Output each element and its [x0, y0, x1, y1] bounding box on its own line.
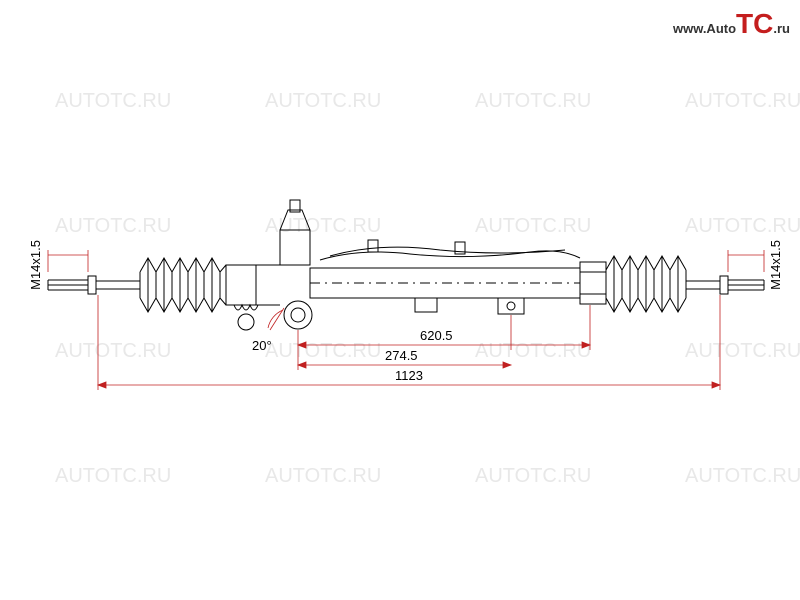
watermark: AUTOTC.RU	[685, 465, 800, 488]
watermark: AUTOTC.RU	[265, 465, 381, 488]
thread-left-label: M14x1.5	[28, 240, 43, 290]
thread-right-label: M14x1.5	[768, 240, 783, 290]
site-logo: www.AutoTC.ru	[673, 8, 790, 40]
dim-1123: 1123	[395, 368, 423, 383]
dim-274: 274.5	[385, 348, 418, 363]
steering-rack-diagram: M14x1.5 M14x1.5 20° 620.5 274.5 1123	[20, 180, 780, 420]
dim-620: 620.5	[420, 328, 453, 343]
logo-domain: .ru	[773, 21, 790, 36]
logo-url: www.Auto	[673, 21, 736, 36]
watermark: AUTOTC.RU	[55, 90, 171, 113]
logo-tc: TC	[736, 8, 773, 39]
diagram-svg	[20, 180, 780, 420]
watermark: AUTOTC.RU	[475, 90, 591, 113]
watermark: AUTOTC.RU	[475, 465, 591, 488]
watermark: AUTOTC.RU	[265, 90, 381, 113]
watermark: AUTOTC.RU	[55, 465, 171, 488]
angle-label: 20°	[252, 338, 272, 353]
watermark: AUTOTC.RU	[685, 90, 800, 113]
